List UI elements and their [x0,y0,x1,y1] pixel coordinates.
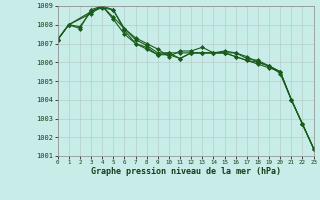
X-axis label: Graphe pression niveau de la mer (hPa): Graphe pression niveau de la mer (hPa) [91,167,281,176]
